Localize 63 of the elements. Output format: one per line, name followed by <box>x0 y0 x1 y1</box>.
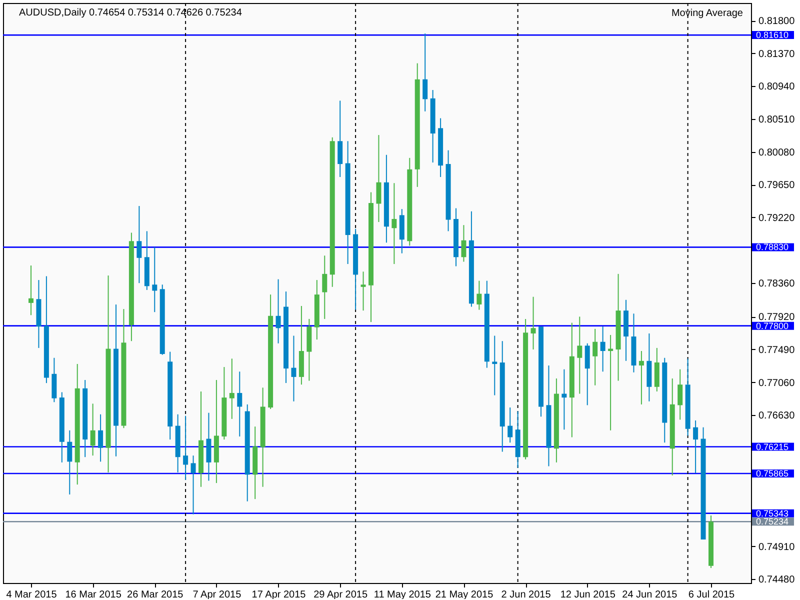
x-tick-label: 16 Mar 2015 <box>65 590 122 600</box>
candlestick <box>530 296 536 350</box>
candlestick <box>678 368 683 420</box>
candlestick <box>600 326 606 372</box>
candlestick <box>183 415 188 480</box>
candlestick <box>422 33 428 112</box>
candlestick <box>461 224 466 262</box>
candlestick <box>90 403 96 456</box>
candlestick <box>237 371 242 437</box>
candlestick <box>152 246 158 313</box>
candlestick <box>291 335 296 402</box>
candlestick <box>229 358 234 420</box>
candlestick <box>608 334 614 431</box>
ref-line-label: 0.76215 <box>756 442 789 452</box>
candlestick <box>508 406 513 444</box>
x-tick-label: 12 Jun 2015 <box>560 590 616 600</box>
y-tick-label: 0.80510 <box>758 114 796 126</box>
y-tick-label: 0.77060 <box>758 378 796 389</box>
y-tick-label: 0.74910 <box>758 542 796 553</box>
y-tick-label: 0.78360 <box>758 278 796 290</box>
y-tick-label: 0.77920 <box>758 312 796 324</box>
ref-line-label: 0.75343 <box>756 508 789 518</box>
ref-line-label: 0.78830 <box>756 242 789 252</box>
candlestick <box>98 414 104 462</box>
y-tick-label: 0.81370 <box>758 48 796 60</box>
candlestick <box>136 206 142 284</box>
y-tick-label: 0.77490 <box>758 344 796 356</box>
candlestick <box>562 368 567 430</box>
ref-line-label: 0.77800 <box>756 320 789 331</box>
candlestick <box>322 255 328 320</box>
x-tick-label: 24 Jun 2015 <box>622 590 678 600</box>
candlestick <box>577 316 582 394</box>
ref-line-label: 0.75234 <box>756 516 789 527</box>
candlestick <box>693 420 698 474</box>
candlestick <box>338 100 343 178</box>
ref-line-label: 0.75865 <box>756 468 789 478</box>
y-tick-label: 0.74480 <box>758 574 796 586</box>
candlestick <box>28 265 34 316</box>
y-tick-label: 0.76630 <box>758 410 796 422</box>
candlestick <box>638 350 644 405</box>
x-tick-label: 6 Jul 2015 <box>688 590 736 600</box>
candlestick <box>190 455 196 515</box>
candlestick <box>392 182 397 264</box>
x-tick-label: 26 Mar 2015 <box>127 590 184 600</box>
y-tick-label: 0.79650 <box>758 180 796 192</box>
y-tick-label: 0.79220 <box>758 212 796 224</box>
candlestick <box>206 412 212 482</box>
candlestick <box>584 342 590 406</box>
x-tick-label: 4 Mar 2015 <box>6 590 58 600</box>
y-tick-label: 0.80080 <box>758 147 796 158</box>
y-tick-label: 0.80940 <box>758 82 796 93</box>
annotation: Moving Average <box>671 8 744 19</box>
candlestick <box>276 278 281 344</box>
y-tick-label: 0.81800 <box>758 16 796 28</box>
x-tick-label: 2 Jun 2015 <box>501 590 552 600</box>
candlestick <box>67 430 72 495</box>
candlestick <box>360 271 366 312</box>
ref-line-label: 0.81610 <box>756 30 789 40</box>
candlestick <box>376 134 382 223</box>
candlestick <box>492 335 498 396</box>
candlestick <box>476 280 482 310</box>
candlestick <box>592 328 598 386</box>
chart-title: AUDUSD,Daily 0.74654 0.75314 0.74626 0.75234 <box>19 8 242 18</box>
